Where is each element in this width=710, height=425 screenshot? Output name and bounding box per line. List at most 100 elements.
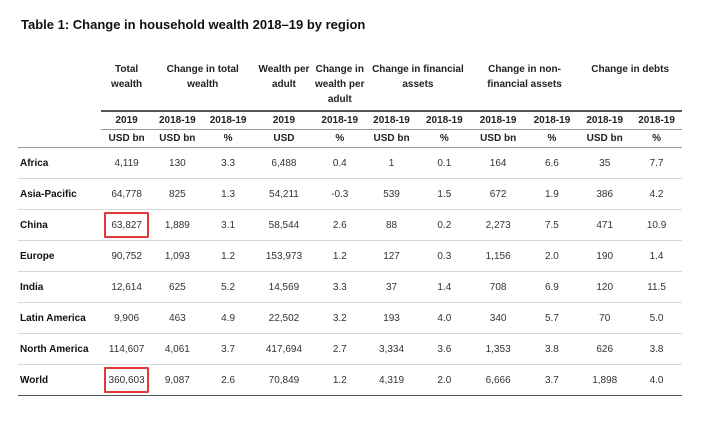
table-cell: 0.1 [417,147,471,179]
table-cell: 7.5 [525,209,579,241]
region-label: Europe [18,240,102,272]
table-cell: 11.5 [631,271,682,303]
table-cell: 0.4 [314,147,366,179]
table-body: Africa 4,119 130 3.3 6,488 0.4 1 0.1 164 6.6 35 7.7… [18,147,682,396]
table-cell: 6,488 [253,147,315,179]
unit-cell: % [314,129,366,148]
table-cell: 4,061 [151,333,203,365]
table-cell: 1.9 [525,178,579,210]
table-cell: 1.4 [631,240,682,272]
table-cell: 1,353 [470,333,526,365]
table-cell: 672 [470,178,526,210]
table-cell: 1.2 [314,364,366,396]
table-cell: 1.4 [417,271,471,303]
unit-cell: % [631,129,682,148]
year-cell: 2018-19 [525,110,579,130]
table-cell: 6.9 [525,271,579,303]
table-cell: 417,694 [253,333,315,365]
table-cell: 825 [151,178,203,210]
table-cell: 4.2 [631,178,682,210]
year-cell: 2018-19 [578,110,632,130]
table-cell: 3.3 [202,147,254,179]
region-label: Latin America [18,302,102,334]
cell-value: 63,827 [111,219,142,231]
table-cell: 3,334 [365,333,418,365]
unit-cell: USD bn [470,129,526,148]
table-cell: 58,544 [253,209,315,241]
table-cell: 539 [365,178,418,210]
table-cell: 1,898 [578,364,632,396]
table-cell: 70 [578,302,632,334]
year-cell: 2018-19 [365,110,418,130]
table-row: Africa 4,119 130 3.3 6,488 0.4 1 0.1 164 6.6 35 7.7 [18,147,682,179]
table-cell: 22,502 [253,302,315,334]
unit-cell: USD bn [151,129,203,148]
year-cell: 2019 [253,110,315,130]
header-change-wealth-per-adult: Change in wealth per adult [315,64,365,105]
table-cell: 130 [151,147,203,179]
unit-cell: USD bn [101,129,152,148]
years-row-blank [18,111,101,130]
table-cell: 3.2 [314,302,366,334]
units-row: USD bn USD bn% USD% USD bn% USD bn% USD bn% [18,129,682,148]
table-cell: 1,156 [470,240,526,272]
table-cell: 0.2 [417,209,471,241]
highlighted-cell: 63,827 [101,209,152,241]
header-change-total-wealth: Change in total wealth [166,64,239,90]
table-cell: 37 [365,271,418,303]
table-cell: 3.7 [202,333,254,365]
years-row: 2019 2018-19 2018-19 2019 2018-19 2018-19 2018… [18,110,682,130]
table-cell: 708 [470,271,526,303]
table-row: China 63,827 1,889 3.1 58,544 2.6 88 0.2 2,273 7.… [18,209,682,241]
header-wealth-per-adult: Wealth per adult [258,64,310,90]
year-cell: 2019 [101,110,152,130]
table-cell: 14,569 [253,271,315,303]
year-cell: 2018-19 [470,110,526,130]
table-cell: 3.8 [631,333,682,365]
table-cell: 127 [365,240,418,272]
header-change-nonfinancial-assets: Change in non-financial assets [487,64,562,90]
table-cell: 2.0 [525,240,579,272]
table-cell: 0.3 [417,240,471,272]
table-cell: 626 [578,333,632,365]
cell-value: 360,603 [108,374,145,386]
year-cell: 2018-19 [631,110,682,130]
region-label: Africa [18,147,102,179]
highlight-box [104,212,149,238]
table-cell: 4.9 [202,302,254,334]
table-cell: 6.6 [525,147,579,179]
table-cell: 4,319 [365,364,418,396]
table-cell: 3.8 [525,333,579,365]
table-cell: 64,778 [101,178,152,210]
table-cell: 1.2 [314,240,366,272]
table-cell: 1.3 [202,178,254,210]
table-cell: 88 [365,209,418,241]
table-row: Europe 90,752 1,093 1.2 153,973 1.2 127 0.3 1,15… [18,240,682,272]
table-cell: 193 [365,302,418,334]
table-row: World 360,603 9,087 2.6 70,849 1.2 4,319 2.0 6,6… [18,364,682,396]
table-cell: 54,211 [253,178,315,210]
table-cell: 70,849 [253,364,315,396]
table-row: Latin America 9,906 463 4.9 22,502 3.2 193 4.0 3… [18,302,682,334]
table-cell: 10.9 [631,209,682,241]
table-cell: 35 [578,147,632,179]
table-cell: 9,906 [101,302,152,334]
table-cell: 2.6 [202,364,254,396]
table-cell: -0.3 [314,178,366,210]
header-total-wealth: Total wealth [111,64,143,90]
table-cell: 5.7 [525,302,579,334]
table-cell: 2,273 [470,209,526,241]
header-region [18,60,101,111]
year-cell: 2018-19 [314,110,366,130]
table-cell: 9,087 [151,364,203,396]
table-cell: 471 [578,209,632,241]
table-row: India 12,614 625 5.2 14,569 3.3 37 1.4 708 6.9 120… [18,271,682,303]
table-cell: 164 [470,147,526,179]
table-cell: 114,607 [101,333,152,365]
table-cell: 90,752 [101,240,152,272]
year-cell: 2018-19 [417,110,471,130]
table-cell: 2.7 [314,333,366,365]
year-cell: 2018-19 [202,110,254,130]
table-cell: 190 [578,240,632,272]
table-row: North America 114,607 4,061 3.7 417,694 2.7 3,… [18,333,682,365]
